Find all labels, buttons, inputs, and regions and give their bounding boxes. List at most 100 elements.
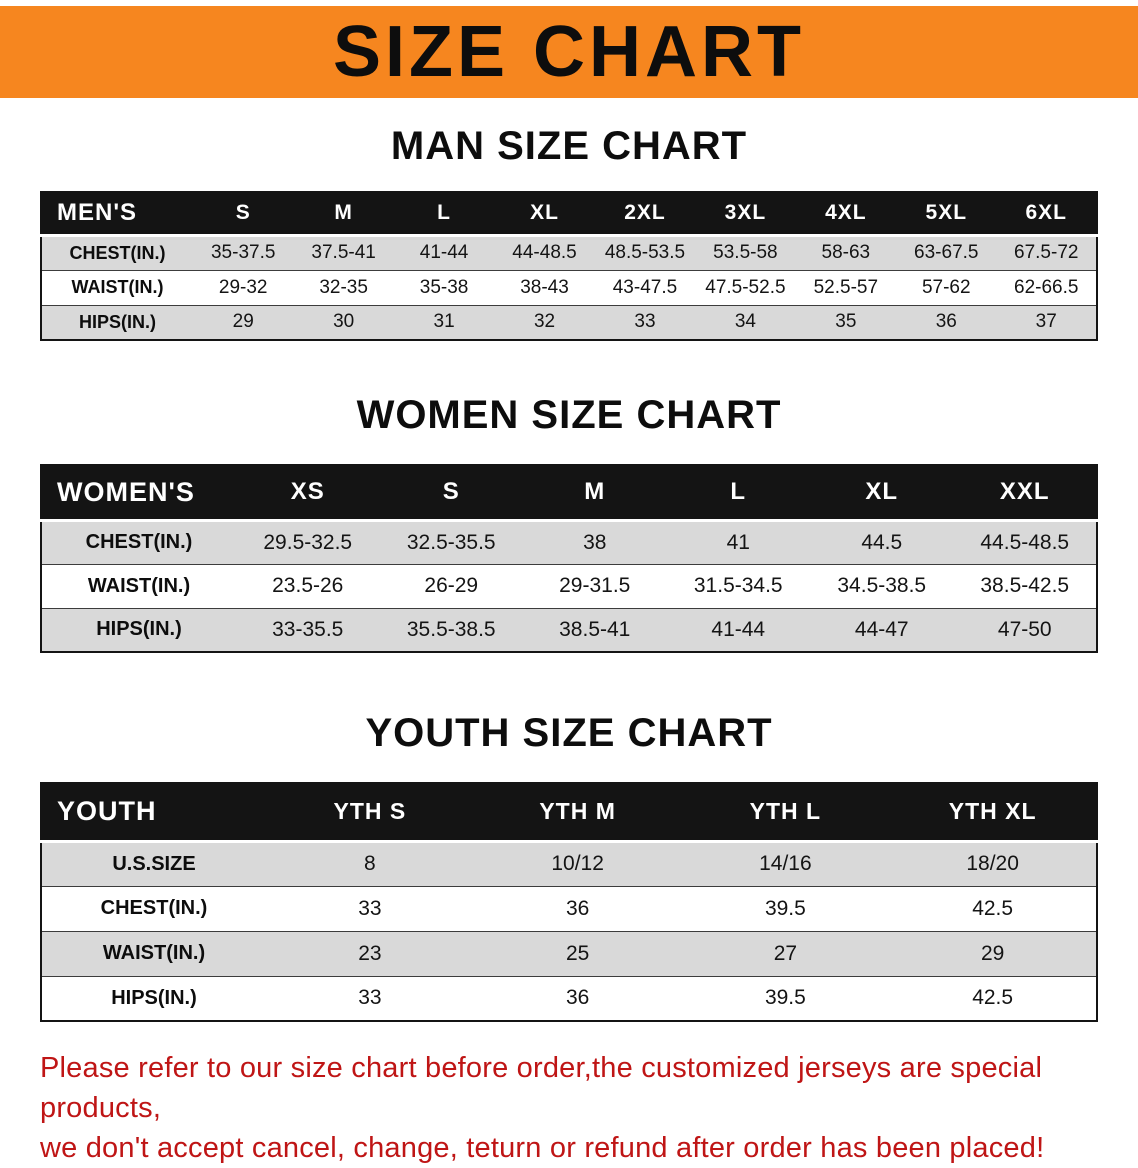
women-size-section: WOMEN SIZE CHART WOMEN'S XS S M L XL XXL CHEST(…	[0, 393, 1138, 653]
measurement-value: 30	[293, 304, 394, 340]
table-body: CHEST(IN.) 35-37.5 37.5-41 41-44 44-48.5 48.5…	[41, 234, 1097, 340]
measurement-value: 67.5-72	[996, 234, 1097, 270]
measurement-value: 57-62	[896, 269, 997, 305]
page-title: SIZE CHART	[333, 12, 805, 92]
size-column-header: L	[666, 465, 810, 522]
measurement-value: 38-43	[494, 269, 595, 305]
measurement-value: 23.5-26	[236, 563, 380, 608]
measurement-value: 44-48.5	[494, 234, 595, 270]
measurement-value: 34.5-38.5	[810, 563, 954, 608]
size-column-header: XL	[494, 192, 595, 237]
measurement-value: 36	[896, 304, 997, 340]
size-column-header: 6XL	[996, 192, 1097, 237]
measurement-value: 35-37.5	[193, 234, 294, 270]
table-row: HIPS(IN.) 33-35.5 35.5-38.5 38.5-41 41-44 44-…	[41, 607, 1097, 652]
measurement-value: 37.5-41	[293, 234, 394, 270]
size-column-header: YTH L	[681, 783, 890, 843]
measurement-label: HIPS(IN.)	[41, 607, 236, 652]
table-head: YOUTH YTH S YTH M YTH L YTH XL	[41, 783, 1097, 843]
measurement-value: 33	[266, 885, 474, 931]
measurement-value: 41-44	[666, 607, 810, 652]
measurement-value: 47.5-52.5	[695, 269, 796, 305]
header-row: YOUTH YTH S YTH M YTH L YTH XL	[41, 783, 1097, 843]
table-row: WAIST(IN.) 29-32 32-35 35-38 38-43 43-47.5 47.…	[41, 269, 1097, 305]
table-row: CHEST(IN.) 29.5-32.5 32.5-35.5 38 41 44.5 44.5…	[41, 519, 1097, 564]
measurement-value: 35.5-38.5	[379, 607, 523, 652]
size-column-header: M	[523, 465, 667, 522]
measurement-value: 26-29	[379, 563, 523, 608]
size-column-header: S	[379, 465, 523, 522]
measurement-value: 29-32	[193, 269, 294, 305]
measurement-value: 63-67.5	[896, 234, 997, 270]
measurement-value: 31	[393, 304, 495, 340]
size-column-header: 5XL	[896, 192, 997, 237]
disclaimer-line-1: Please refer to our size chart before or…	[40, 1052, 1043, 1124]
measurement-label: WAIST(IN.)	[41, 563, 236, 608]
men-section-heading: MAN SIZE CHART	[390, 124, 748, 168]
measurement-value: 58-63	[795, 234, 897, 270]
measurement-label: WAIST(IN.)	[41, 269, 193, 305]
measurement-value: 31.5-34.5	[666, 563, 810, 608]
measurement-value: 36	[473, 975, 682, 1021]
women-size-table: WOMEN'S XS S M L XL XXL CHEST(IN.) 29.5-32.5 32.5…	[40, 464, 1098, 653]
measurement-value: 43-47.5	[594, 269, 696, 305]
measurement-value: 44-47	[810, 607, 954, 652]
measurement-value: 25	[473, 930, 682, 976]
youth-size-section: YOUTH SIZE CHART YOUTH YTH S YTH M YTH L YTH…	[0, 711, 1138, 1022]
measurement-value: 8	[266, 840, 474, 886]
header-row: WOMEN'S XS S M L XL XXL	[41, 465, 1097, 522]
youth-section-heading: YOUTH SIZE CHART	[365, 711, 773, 755]
measurement-value: 23	[266, 930, 474, 976]
measurement-label: WAIST(IN.)	[41, 930, 266, 976]
measurement-value: 29	[889, 930, 1097, 976]
table-row: HIPS(IN.) 29 30 31 32 33 34 35 36 37	[41, 304, 1097, 340]
size-column-header: YTH XL	[889, 783, 1097, 843]
measurement-value: 52.5-57	[795, 269, 897, 305]
table-title-cell: WOMEN'S	[41, 465, 236, 522]
measurement-value: 41	[666, 519, 810, 564]
size-column-header: S	[193, 192, 294, 237]
measurement-value: 38.5-41	[523, 607, 667, 652]
table-row: HIPS(IN.) 33 36 39.5 42.5	[41, 975, 1097, 1021]
disclaimer: Please refer to our size chart before or…	[40, 1048, 1098, 1168]
measurement-label: CHEST(IN.)	[41, 234, 193, 270]
measurement-value: 44.5	[810, 519, 954, 564]
size-column-header: XXL	[953, 465, 1097, 522]
size-column-header: YTH S	[266, 783, 474, 843]
size-chart-banner: SIZE CHART	[0, 6, 1138, 98]
measurement-value: 39.5	[681, 885, 890, 931]
size-column-header: XS	[236, 465, 380, 522]
measurement-value: 33	[594, 304, 696, 340]
table-row: WAIST(IN.) 23 25 27 29	[41, 930, 1097, 976]
measurement-value: 44.5-48.5	[953, 519, 1097, 564]
men-size-section: MAN SIZE CHART MEN'S S M L XL 2XL 3XL 4XL 5XL 6XL…	[0, 124, 1138, 341]
measurement-value: 38.5-42.5	[953, 563, 1097, 608]
measurement-value: 29	[193, 304, 294, 340]
table-row: CHEST(IN.) 35-37.5 37.5-41 41-44 44-48.5 48.5…	[41, 234, 1097, 270]
measurement-value: 42.5	[889, 885, 1097, 931]
measurement-label: CHEST(IN.)	[41, 885, 266, 931]
measurement-label: CHEST(IN.)	[41, 519, 236, 564]
measurement-value: 32-35	[293, 269, 394, 305]
disclaimer-line-2: we don't accept cancel, change, teturn o…	[40, 1132, 1045, 1164]
size-column-header: YTH M	[473, 783, 682, 843]
size-chart-page: SIZE CHART MAN SIZE CHART MEN'S S M L XL 2XL 3…	[0, 6, 1138, 1164]
measurement-value: 38	[523, 519, 667, 564]
measurement-label: U.S.SIZE	[41, 840, 266, 886]
size-column-header: 2XL	[594, 192, 696, 237]
table-body: U.S.SIZE 8 10/12 14/16 18/20 CHEST(IN.) 33 36 39…	[41, 840, 1097, 1021]
header-row: MEN'S S M L XL 2XL 3XL 4XL 5XL 6XL	[41, 192, 1097, 237]
measurement-label: HIPS(IN.)	[41, 304, 193, 340]
size-column-header: M	[293, 192, 394, 237]
size-column-header: L	[393, 192, 495, 237]
measurement-value: 33-35.5	[236, 607, 380, 652]
measurement-value: 14/16	[681, 840, 890, 886]
measurement-value: 29.5-32.5	[236, 519, 380, 564]
measurement-value: 32.5-35.5	[379, 519, 523, 564]
measurement-value: 62-66.5	[996, 269, 1097, 305]
measurement-value: 41-44	[393, 234, 495, 270]
table-head: MEN'S S M L XL 2XL 3XL 4XL 5XL 6XL	[41, 192, 1097, 237]
measurement-value: 37	[996, 304, 1097, 340]
measurement-value: 47-50	[953, 607, 1097, 652]
table-row: CHEST(IN.) 33 36 39.5 42.5	[41, 885, 1097, 931]
